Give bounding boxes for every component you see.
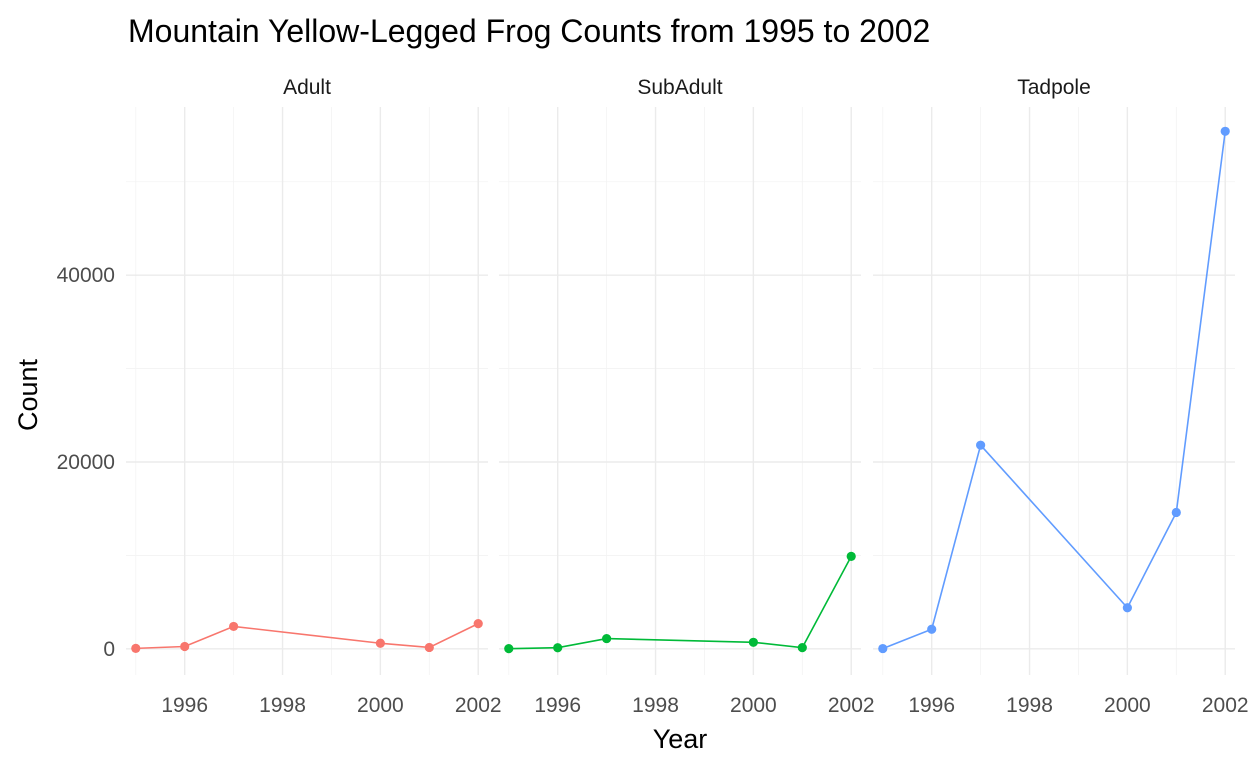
gridlines-subadult xyxy=(499,107,861,675)
x-tick-label: 2000 xyxy=(1104,694,1151,717)
facet-panel-tadpole: Tadpole 1996 1998 2000 2002 xyxy=(873,76,1248,717)
data-point-adult xyxy=(131,643,141,653)
data-point-adult xyxy=(473,619,483,629)
x-tick-label: 1998 xyxy=(259,694,306,717)
series-line-subadult xyxy=(508,555,852,650)
y-axis-ticks: 0 20000 40000 xyxy=(57,264,115,661)
facet-label-adult: Adult xyxy=(283,76,331,99)
y-tick-label: 0 xyxy=(103,638,115,661)
gridlines-tadpole xyxy=(873,107,1235,675)
facet-label-subadult: SubAdult xyxy=(637,76,722,99)
x-tick-label: 1996 xyxy=(161,694,208,717)
data-point-adult xyxy=(424,642,434,653)
data-point-subadult xyxy=(504,644,514,654)
series-line-tadpole xyxy=(882,131,1227,650)
data-point-tadpole xyxy=(927,624,937,634)
data-point-subadult xyxy=(846,551,856,561)
y-tick-label: 40000 xyxy=(57,264,115,287)
data-point-tadpole xyxy=(1122,603,1132,613)
data-point-adult xyxy=(375,638,385,648)
x-tick-label: 2002 xyxy=(1202,694,1248,717)
data-point-tadpole xyxy=(1220,126,1230,136)
data-point-subadult xyxy=(602,633,612,644)
data-point-adult xyxy=(229,621,239,632)
data-point-tadpole xyxy=(878,643,888,654)
gridlines-adult xyxy=(126,107,488,675)
series-line-adult xyxy=(135,622,479,650)
x-tick-label: 1996 xyxy=(534,694,581,717)
y-axis-title: Count xyxy=(13,358,43,431)
chart-title: Mountain Yellow-Legged Frog Counts from … xyxy=(128,13,930,49)
x-axis-title: Year xyxy=(653,724,708,754)
x-tick-label: 1998 xyxy=(1006,694,1053,717)
data-point-tadpole xyxy=(1171,507,1181,518)
facet-panel-subadult: SubAdult 1996 1998 2000 2002 xyxy=(499,76,875,717)
data-point-tadpole xyxy=(976,440,986,450)
x-tick-label: 2002 xyxy=(455,694,502,717)
y-tick-label: 20000 xyxy=(57,451,115,474)
data-point-adult xyxy=(180,641,190,652)
x-tick-label: 2002 xyxy=(828,694,875,717)
x-tick-label: 2000 xyxy=(730,694,777,717)
facet-label-tadpole: Tadpole xyxy=(1017,76,1091,99)
x-tick-label: 2000 xyxy=(357,694,404,717)
data-point-subadult xyxy=(553,643,563,653)
x-tick-label: 1996 xyxy=(908,694,955,717)
data-point-subadult xyxy=(797,643,807,653)
facet-panel-adult: Adult 1996 1998 2000 2002 xyxy=(126,76,502,717)
x-tick-label: 1998 xyxy=(632,694,679,717)
data-point-subadult xyxy=(748,637,758,647)
